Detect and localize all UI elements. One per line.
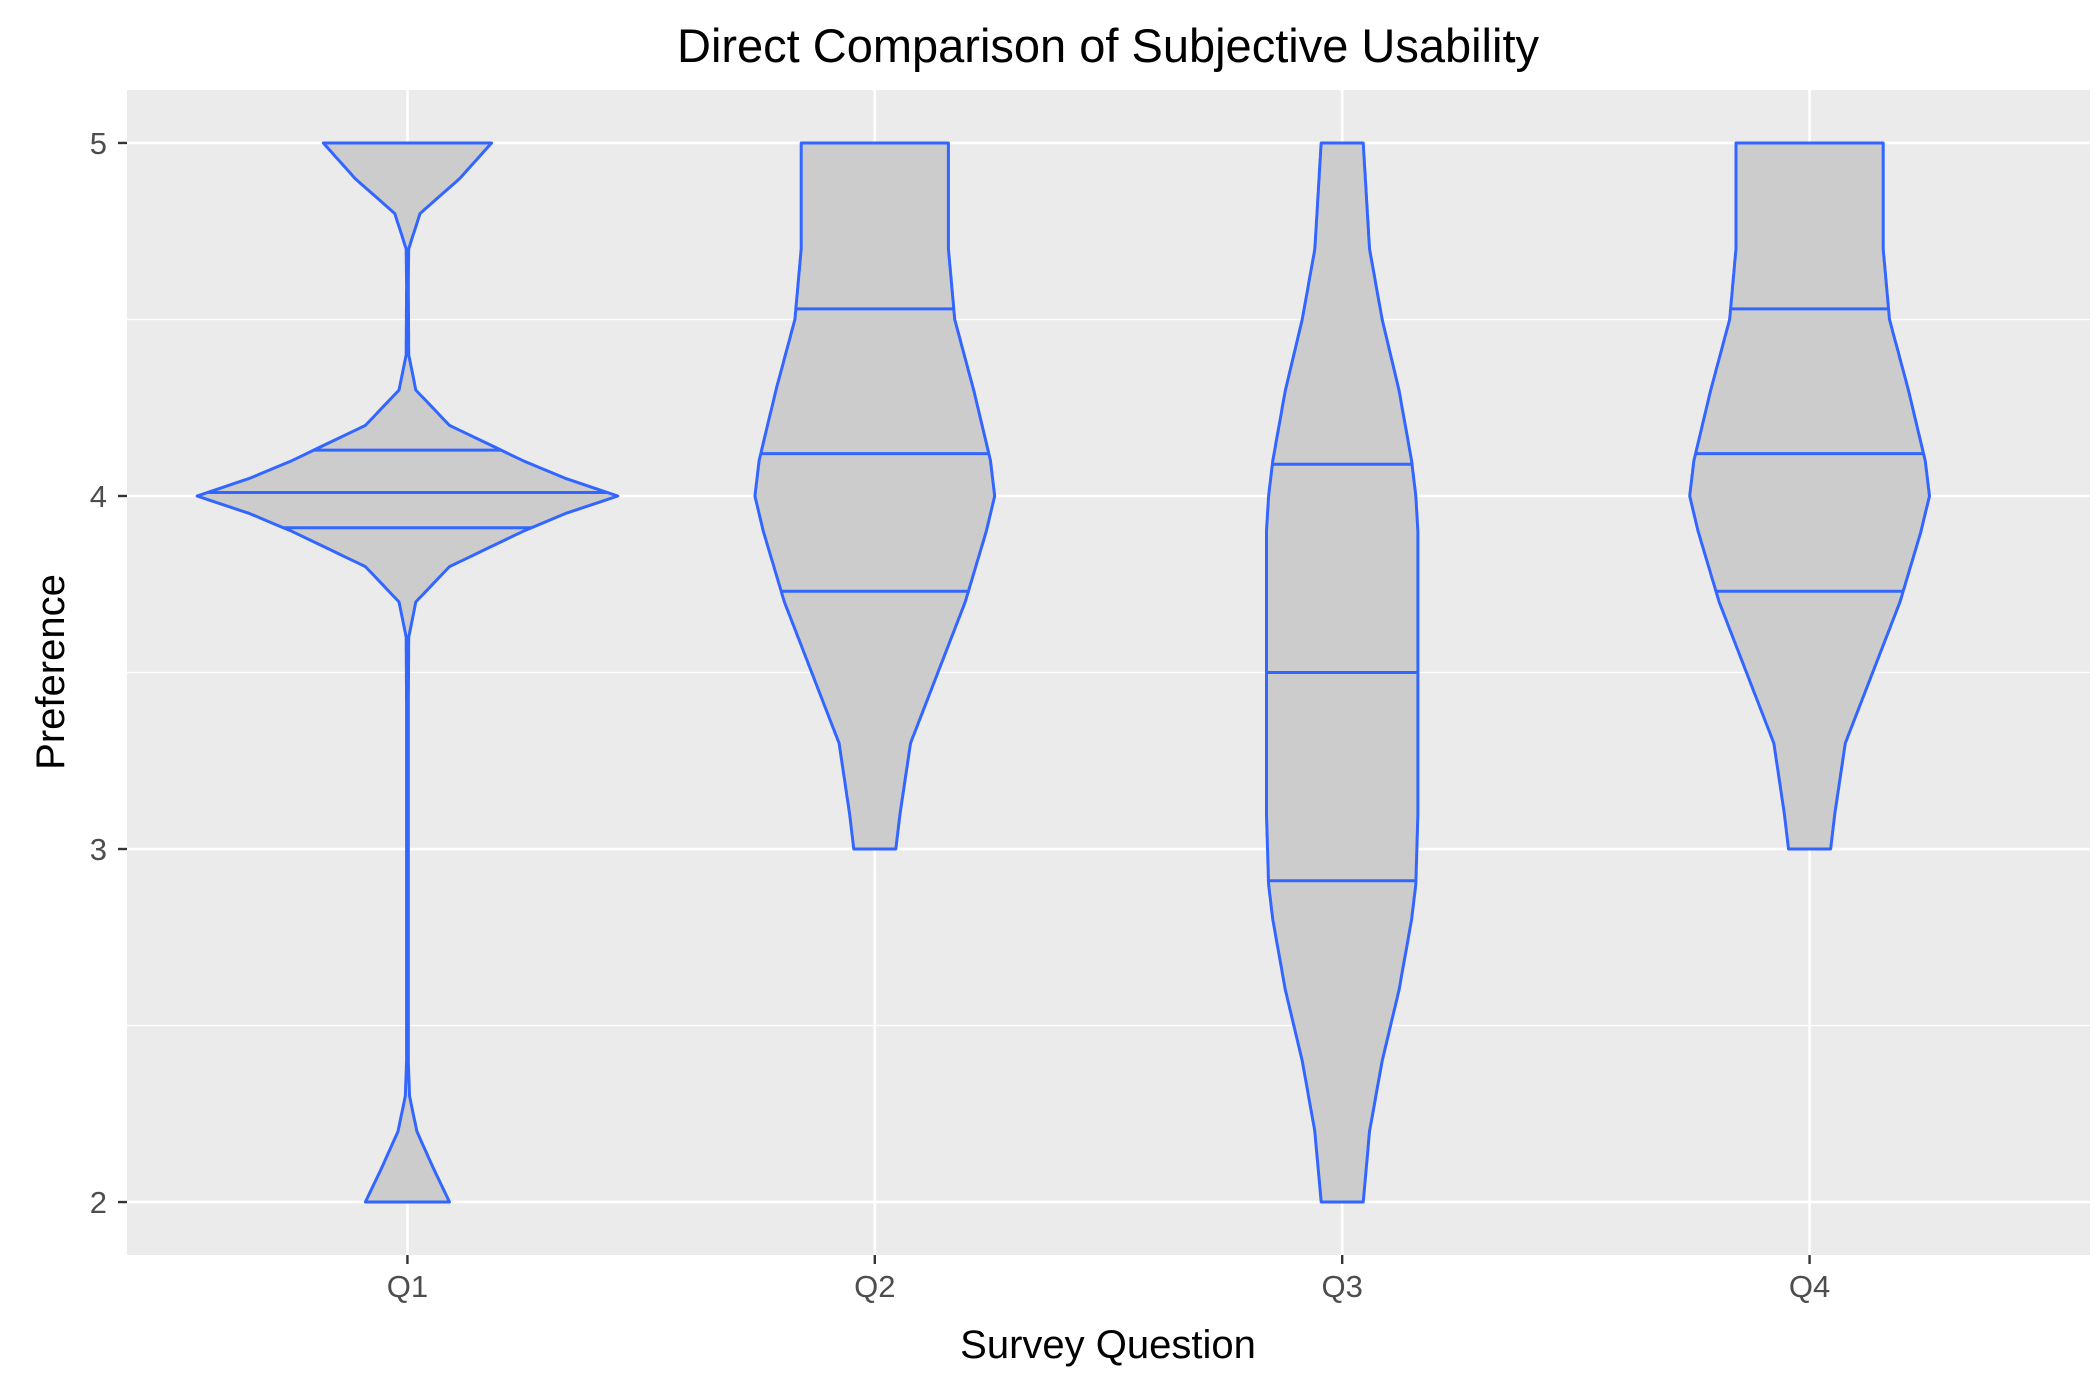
axes: 2 3 4 5 Q1 Q2 Q3 Q4 [90,126,1831,1304]
x-tick-label-Q3: Q3 [1322,1269,1363,1304]
y-tick-label: 2 [90,1185,107,1220]
violin-Q4 [1688,141,1931,851]
y-axis-title: Preference [29,574,73,770]
violins [195,141,1931,1204]
x-tick-label-Q4: Q4 [1789,1269,1830,1304]
x-tick-label-Q1: Q1 [387,1269,428,1304]
x-axis-title: Survey Question [960,1323,1256,1367]
y-tick-label: 3 [90,832,107,867]
violin-Q2 [753,141,997,851]
chart-title: Direct Comparison of Subjective Usabilit… [677,19,1539,72]
y-tick-label: 4 [90,479,107,514]
x-tick-label-Q2: Q2 [854,1269,895,1304]
violin-Q1 [195,141,620,1204]
y-tick-label: 5 [90,126,107,161]
